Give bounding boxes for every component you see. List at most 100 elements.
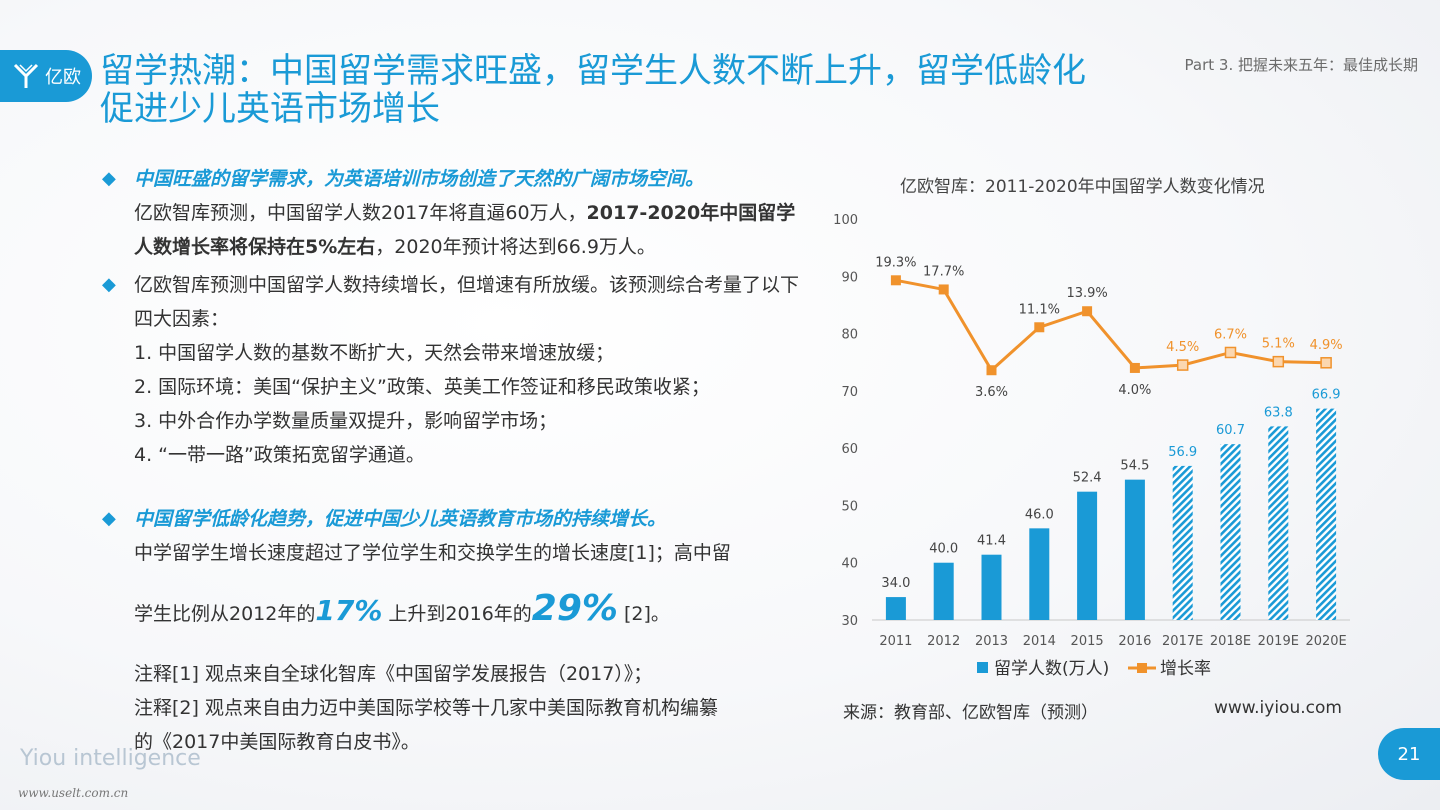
bullet-1-heading: 中国旺盛的留学需求，为英语培训市场创造了天然的广阔市场空间。	[134, 168, 705, 190]
y-tick-label: 100	[833, 213, 858, 228]
note-2: 注释[2] 观点来自由力迈中美国际学校等十几家中美国际教育机构编纂	[134, 697, 718, 719]
diamond-bullet-icon: ◆	[102, 168, 116, 189]
bullet-3-line-2: 学生比例从2012年的17% 上升到2016年的29% [2]。	[134, 588, 800, 635]
growth-data-label: 4.5%	[1166, 340, 1199, 355]
bullet-1-text-b: ，2020年预计将达到66.9万人。	[375, 236, 656, 258]
growth-data-label: 3.6%	[975, 385, 1008, 400]
legend-bar-label: 留学人数(万人)	[994, 659, 1109, 679]
line-2-text-a: 学生比例从2012年的	[134, 603, 316, 625]
bar-data-label: 66.9	[1312, 388, 1341, 403]
x-tick-label: 2016	[1118, 634, 1151, 649]
site-url: www.iyiou.com	[1214, 698, 1342, 718]
legend-line-label: 增长率	[1160, 659, 1211, 679]
notes: 注释[1] 观点来自全球化智库《中国留学发展报告（2017）》； 注释[2] 观…	[100, 657, 800, 759]
x-tick-label: 2013	[975, 634, 1008, 649]
bullet-2-item: 3. 中外合作办学数量质量双提升，影响留学市场；	[134, 410, 558, 432]
y-tick-label: 30	[841, 614, 858, 629]
bar-data-label: 60.7	[1216, 423, 1245, 438]
growth-data-label: 4.0%	[1118, 383, 1151, 398]
bar	[1124, 479, 1145, 620]
page-number: 21	[1378, 728, 1440, 780]
bullet-3-line-1: 中学留学生增长速度超过了学位学生和交换学生的增长速度[1]；高中留	[134, 542, 731, 564]
bar-data-label: 34.0	[881, 576, 910, 591]
bar	[933, 562, 954, 620]
diamond-bullet-icon: ◆	[102, 508, 116, 529]
yiou-logo: 亿欧	[0, 50, 92, 102]
bar-data-label: 40.0	[929, 542, 958, 557]
bar-data-label: 41.4	[977, 534, 1006, 549]
pct-2016: 29%	[531, 588, 618, 629]
growth-marker	[890, 275, 901, 286]
bar	[981, 554, 1002, 620]
bar	[1172, 465, 1193, 620]
x-tick-label: 2018E	[1210, 634, 1251, 649]
bar	[1220, 444, 1241, 620]
bullet-2-item: 4. “一带一路”政策拓宽留学通道。	[134, 444, 425, 466]
line-2-text-b: 上升到2016年的	[382, 603, 532, 625]
y-tick-label: 80	[841, 328, 858, 343]
legend-bar-swatch	[977, 662, 988, 673]
bullet-3-heading: 中国留学低龄化趋势，促进中国少儿英语教育市场的持续增长。	[134, 508, 667, 530]
growth-data-label: 5.1%	[1262, 337, 1295, 352]
x-tick-label: 2017E	[1162, 634, 1203, 649]
growth-marker	[1320, 357, 1332, 369]
logo-text: 亿欧	[45, 67, 81, 88]
growth-data-label: 13.9%	[1066, 286, 1107, 301]
bullet-3: ◆ 中国留学低龄化趋势，促进中国少儿英语教育市场的持续增长。 中学留学生增长速度…	[100, 502, 800, 635]
growth-marker	[1272, 355, 1285, 368]
x-tick-label: 2015	[1071, 634, 1104, 649]
bar	[1029, 528, 1050, 620]
growth-marker	[1176, 359, 1189, 371]
yiou-logo-icon	[13, 63, 39, 88]
bar-data-label: 46.0	[1025, 507, 1054, 522]
growth-marker	[938, 284, 949, 295]
growth-data-label: 6.7%	[1214, 327, 1247, 342]
growth-data-label: 17.7%	[923, 264, 964, 279]
bar-data-label: 56.9	[1168, 445, 1197, 460]
legend-line-marker	[1137, 663, 1147, 673]
pct-2012: 17%	[315, 594, 383, 627]
bullet-2-text: 亿欧智库预测中国留学人数持续增长，但增速有所放缓。该预测综合考量了以下四大因素：	[134, 274, 800, 330]
page-title: 留学热潮：中国留学需求旺盛，留学生人数不断上升，留学低龄化促进少儿英语市场增长	[100, 51, 1086, 129]
bullet-2-item: 1. 中国留学人数的基数不断扩大，天然会带来增速放缓；	[134, 342, 615, 364]
footer-brand: Yiou intelligence	[20, 746, 201, 771]
line-2-text-c: [2]。	[617, 603, 670, 625]
y-tick-label: 40	[841, 557, 858, 572]
bullet-1-text-a: 亿欧智库预测，中国留学人数2017年将直逼60万人，	[134, 202, 587, 224]
note-2-cont: 的《2017中美国际教育白皮书》。	[134, 731, 420, 753]
growth-data-label: 11.1%	[1019, 302, 1060, 317]
bar-data-label: 63.8	[1264, 405, 1293, 420]
bar	[1268, 426, 1289, 620]
bullet-2-item: 2. 国际环境：美国“保护主义”政策、英美工作签证和移民政策收紧；	[134, 376, 710, 398]
diamond-bullet-icon: ◆	[102, 274, 116, 295]
x-tick-label: 2014	[1023, 634, 1056, 649]
bar	[1316, 408, 1337, 620]
growth-marker	[1224, 346, 1237, 359]
note-1: 注释[1] 观点来自全球化智库《中国留学发展报告（2017）》；	[134, 663, 653, 685]
x-tick-label: 2011	[879, 634, 912, 649]
growth-marker	[1082, 306, 1093, 317]
growth-data-label: 19.3%	[875, 255, 916, 270]
x-tick-label: 2020E	[1305, 634, 1346, 649]
bullet-2: ◆ 亿欧智库预测中国留学人数持续增长，但增速有所放缓。该预测综合考量了以下四大因…	[100, 268, 800, 472]
bullet-1: ◆ 中国旺盛的留学需求，为英语培训市场创造了天然的广阔市场空间。 亿欧智库预测，…	[100, 162, 800, 264]
chart-title: 亿欧智库：2011-2020年中国留学人数变化情况	[900, 177, 1265, 197]
section-label: Part 3. 把握未来五年：最佳成长期	[1184, 56, 1418, 74]
watermark: www.uselt.com.cn	[18, 786, 129, 800]
x-tick-label: 2012	[927, 634, 960, 649]
x-tick-label: 2019E	[1258, 634, 1299, 649]
growth-marker	[986, 365, 997, 376]
growth-marker	[1034, 322, 1045, 333]
main-text: ◆ 中国旺盛的留学需求，为英语培训市场创造了天然的广阔市场空间。 亿欧智库预测，…	[100, 162, 800, 759]
bar	[1077, 491, 1098, 620]
bar-data-label: 52.4	[1073, 471, 1102, 486]
growth-marker	[1129, 362, 1140, 373]
growth-line	[895, 278, 1327, 373]
y-tick-label: 50	[841, 499, 858, 514]
growth-data-label: 4.9%	[1310, 338, 1343, 353]
y-tick-label: 60	[841, 442, 858, 457]
y-tick-label: 70	[841, 385, 858, 400]
y-tick-label: 90	[841, 270, 858, 285]
bullet-1-text-bold: 2017-2020年中国留学人数增长率将保持在5%左右	[134, 202, 796, 258]
